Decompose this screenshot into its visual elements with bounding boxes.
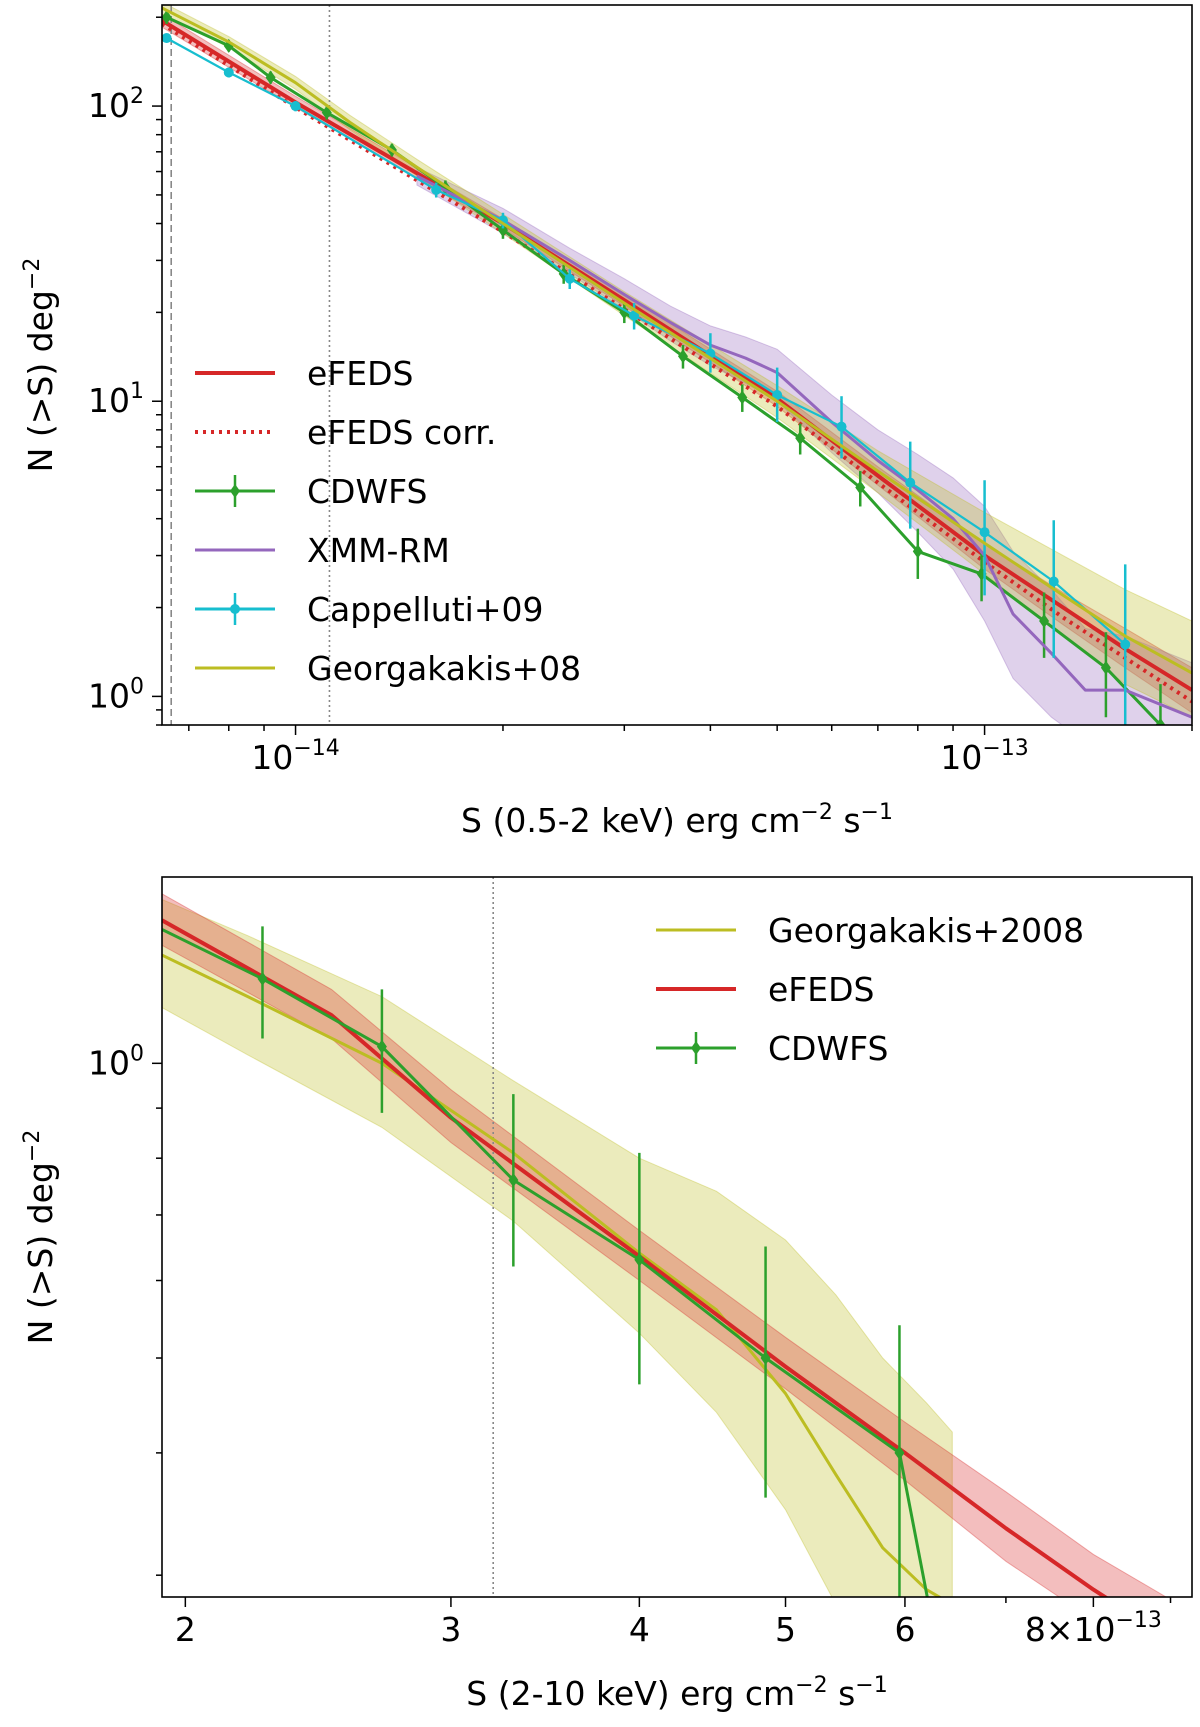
bottom-y-axis-label: N (>S) deg−2 (20, 1130, 60, 1345)
legend-label-efeds: eFEDS (768, 970, 875, 1009)
cdwfs-point (912, 544, 923, 559)
bottom-ticks: 2 3 4 5 6 8×10−13 100 (88, 1041, 1172, 1649)
cdwfs-point (508, 1173, 519, 1188)
x-tick-label: 2 (175, 1610, 196, 1649)
x-tick-label: 4 (629, 1610, 650, 1649)
legend-label-cappelluti-09: Cappelluti+09 (307, 590, 543, 629)
cappelluti-09-point (1048, 576, 1059, 587)
cdwfs-point (760, 1351, 771, 1366)
top-y-axis-label: N (>S) deg−2 (20, 258, 60, 473)
cdwfs-point (1039, 614, 1050, 629)
efeds-line (162, 918, 1109, 1597)
top-series (162, 6, 1192, 725)
legend-marker-cappelluti-09 (230, 604, 240, 614)
cdwfs-point (677, 349, 688, 364)
cdwfs-point (376, 1039, 387, 1054)
cappelluti-09-point (629, 310, 640, 321)
xmm-rm-line (416, 174, 1192, 719)
cappelluti-09-point (772, 389, 783, 400)
x-tick-label: 10−14 (251, 736, 339, 777)
y-tick-label: 102 (88, 84, 144, 125)
cdwfs-point (1155, 718, 1166, 725)
cdwfs-point (795, 431, 806, 446)
cdwfs-point (265, 70, 276, 85)
georgakakis-2008-band (162, 898, 953, 1597)
y-tick-label: 101 (88, 379, 144, 420)
bottom-x-axis-label: S (2-10 keV) erg cm−2 s−1 (466, 1673, 887, 1713)
georgakakis-08-line (162, 6, 1192, 675)
cdwfs-point (894, 1445, 905, 1460)
y-tick-label: 100 (88, 1041, 144, 1082)
x-tick-label: 3 (440, 1610, 461, 1649)
cappelluti-09-point (223, 67, 234, 78)
top-ticks: 10−14 10−13 100 101 102 (88, 16, 1193, 777)
cdwfs-point (855, 480, 866, 495)
x-tick-label: 10−13 (940, 736, 1028, 777)
cappelluti-09-point (162, 33, 172, 44)
cappelluti-09-point (290, 101, 301, 112)
cdwfs-point (1100, 660, 1111, 675)
top-vlines (170, 5, 331, 725)
cappelluti-09-point (836, 421, 847, 432)
legend-label-xmm-rm: XMM-RM (307, 531, 450, 570)
x-tick-label: 5 (775, 1610, 796, 1649)
cappelluti-09-point (905, 477, 916, 488)
top-plot-frame (161, 4, 1193, 726)
cappelluti-09-point (1120, 639, 1131, 650)
bottom-panel: 2 3 4 5 6 8×10−13 100 Georgakakis+2008 eFEDS CDW… (20, 876, 1193, 1713)
cdwfs-line (162, 928, 929, 1597)
bottom-legend: Georgakakis+2008 eFEDS CDWFS (656, 911, 1084, 1068)
cdwfs-line (165, 15, 1162, 725)
bottom-series (162, 918, 1109, 1597)
x-tick-label: 6 (894, 1610, 915, 1649)
legend-label-efeds-corr: eFEDS corr. (307, 413, 496, 452)
cdwfs-point (634, 1252, 645, 1267)
cappelluti-09-point (431, 184, 442, 195)
legend-label-cdwfs: CDWFS (307, 472, 427, 511)
legend-label-cdwfs: CDWFS (768, 1029, 888, 1068)
x-tick-label: 8×10−13 (1025, 1608, 1162, 1649)
cappelluti-09-point (564, 273, 575, 284)
cdwfs-point (737, 390, 748, 405)
georgakakis-2008-line (162, 953, 943, 1597)
bottom-plot-frame (161, 876, 1193, 1598)
cdwfs-point (257, 971, 268, 986)
bottom-plot-background (162, 877, 1192, 1597)
top-x-axis-label: S (0.5-2 keV) erg cm−2 s−1 (461, 800, 893, 840)
top-panel: 10−14 10−13 100 101 102 eFEDS eFEDS corr. CDWF… (20, 4, 1193, 840)
legend-label-georgakakis-08: Georgakakis+08 (307, 649, 581, 688)
cappelluti-09-point (979, 527, 990, 538)
legend-marker-cdwfs (691, 1041, 701, 1055)
legend-label-efeds: eFEDS (307, 354, 414, 393)
legend-label-georgakakis-2008: Georgakakis+2008 (768, 911, 1084, 950)
cdwfs-point (162, 10, 172, 25)
legend-marker-cdwfs (230, 484, 240, 498)
top-legend: eFEDS eFEDS corr. CDWFS XMM-RM Cappelluti+09… (195, 354, 581, 688)
y-tick-label: 100 (88, 674, 144, 715)
